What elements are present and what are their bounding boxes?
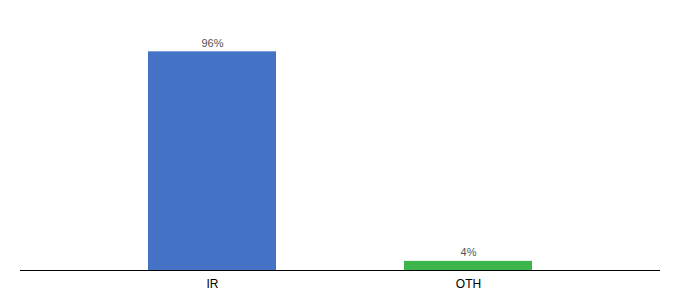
svg-text:4%: 4% (461, 246, 477, 258)
svg-text:96%: 96% (201, 37, 223, 49)
svg-text:IR: IR (207, 277, 219, 291)
svg-text:OTH: OTH (456, 277, 481, 291)
